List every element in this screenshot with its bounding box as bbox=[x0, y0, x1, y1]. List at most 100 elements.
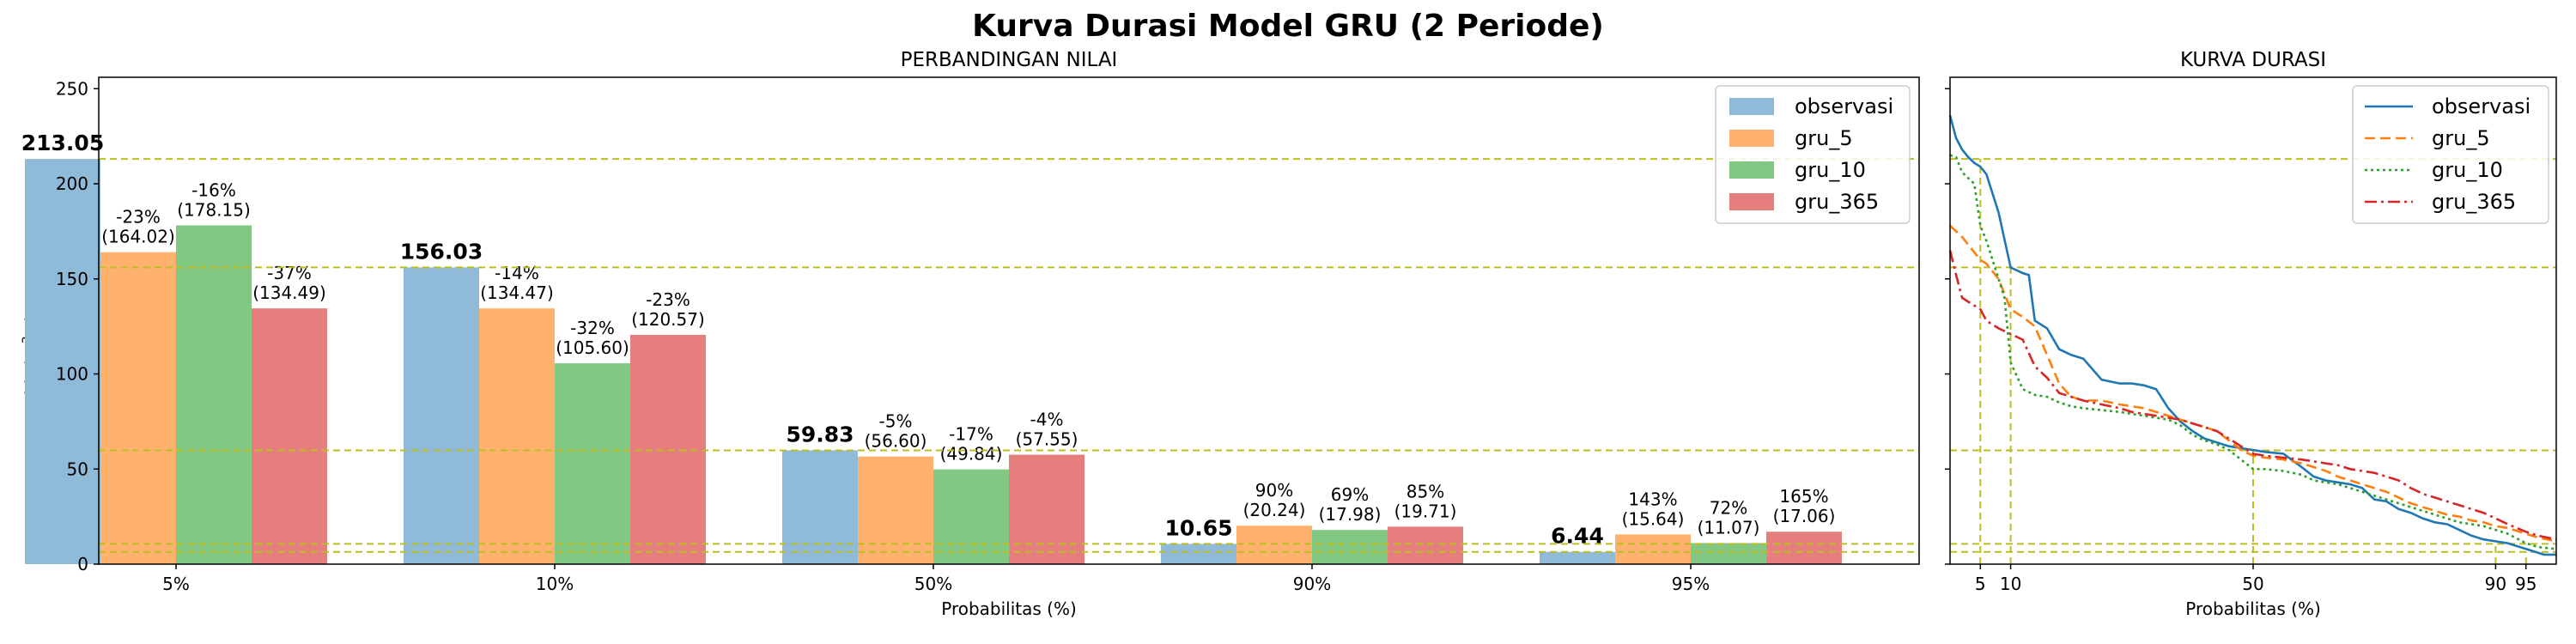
data-label-pct: -16% bbox=[191, 179, 236, 200]
data-label-observasi: 10.65 bbox=[1164, 515, 1232, 540]
data-label-value: (178.15) bbox=[177, 199, 251, 220]
y-tick-label: 100 bbox=[56, 364, 88, 385]
bar-observasi bbox=[1540, 551, 1615, 564]
bar-gru_5 bbox=[1236, 526, 1312, 564]
legend-label-gru_365: gru_365 bbox=[1795, 190, 1879, 214]
x-tick-label: 95% bbox=[1672, 574, 1710, 594]
figure-title: Kurva Durasi Model GRU (2 Periode) bbox=[972, 9, 1604, 44]
bar-chart-xlabel: Probabilitas (%) bbox=[941, 598, 1077, 619]
y-tick-label: 50 bbox=[67, 459, 88, 479]
data-label-pct: -5% bbox=[879, 411, 913, 432]
data-label-value: (17.06) bbox=[1773, 506, 1836, 526]
legend-label-gru_5: gru_5 bbox=[1795, 126, 1853, 150]
x-tick-label: 95 bbox=[2515, 574, 2537, 594]
duration-curve-axes: 5 10 50 90 95 bbox=[1945, 76, 2557, 594]
bar-observasi bbox=[25, 159, 100, 564]
bar-gru_5 bbox=[479, 308, 555, 564]
series-line-observasi bbox=[1948, 114, 2556, 556]
data-label-value: (120.57) bbox=[631, 309, 705, 330]
bar-observasi bbox=[404, 267, 479, 564]
data-label-value: (49.84) bbox=[940, 444, 1003, 465]
legend-label-gru_10: gru_10 bbox=[2432, 158, 2503, 182]
data-label-value: (11.07) bbox=[1698, 517, 1760, 538]
bar-gru_5 bbox=[100, 252, 176, 564]
x-tick-label: 5% bbox=[162, 574, 190, 594]
bar-data-labels: 213.05-23%(164.02)-16%(178.15)-37%(134.4… bbox=[21, 131, 1836, 549]
x-tick-label: 90 bbox=[2485, 574, 2506, 594]
data-label-pct: 90% bbox=[1255, 480, 1293, 501]
legend-swatch-gru_365 bbox=[1729, 193, 1774, 210]
bar-gru_365 bbox=[252, 308, 327, 564]
duration-curve-title: KURVA DURASI bbox=[2180, 49, 2326, 71]
data-label-observasi: 156.03 bbox=[400, 239, 483, 264]
data-label-pct: -14% bbox=[495, 263, 539, 283]
bar-gru_365 bbox=[1766, 532, 1842, 564]
x-tick-label: 90% bbox=[1293, 574, 1331, 594]
x-tick-label: 10% bbox=[536, 574, 574, 594]
duration-curve-xlabel: Probabilitas (%) bbox=[2185, 598, 2321, 619]
data-label-pct: -17% bbox=[949, 424, 993, 445]
data-label-pct: -37% bbox=[267, 263, 312, 283]
data-label-observasi: 213.05 bbox=[21, 131, 104, 155]
bar-observasi bbox=[782, 450, 858, 564]
y-tick-label: 150 bbox=[56, 269, 88, 289]
data-label-observasi: 59.83 bbox=[786, 422, 854, 447]
bar-group bbox=[25, 159, 1842, 564]
bar-chart-axes: 5% 10% 50% 90% 95% 0 50 100 150 200 250 bbox=[56, 76, 1920, 594]
bar-gru_365 bbox=[1388, 526, 1463, 564]
x-tick-label: 50% bbox=[914, 574, 952, 594]
data-label-pct: 165% bbox=[1779, 486, 1828, 507]
legend-swatch-gru_10 bbox=[1729, 161, 1774, 179]
bar-chart-panel: PERBANDINGAN NILAI Debit (m3/s) Probabil… bbox=[21, 49, 1920, 619]
legend-box bbox=[2352, 85, 2549, 224]
bar-gru_10 bbox=[1691, 543, 1766, 564]
bar-gru_5 bbox=[1615, 534, 1691, 564]
legend-box bbox=[1715, 85, 1911, 224]
data-label-pct: -23% bbox=[116, 207, 161, 228]
legend-label-gru_5: gru_5 bbox=[2432, 126, 2490, 150]
data-label-pct: -32% bbox=[570, 318, 615, 338]
data-label-value: (57.55) bbox=[1016, 429, 1078, 450]
duration-curve-legend: observasi gru_5 gru_10 gru_365 bbox=[2352, 85, 2549, 224]
bar-gru_5 bbox=[858, 456, 933, 564]
data-label-value: (17.98) bbox=[1319, 504, 1382, 525]
x-tick-label: 5 bbox=[1975, 574, 1986, 594]
series-line-gru_5 bbox=[1949, 224, 2557, 543]
y-tick-label: 0 bbox=[77, 554, 88, 574]
reference-lines bbox=[99, 158, 1919, 553]
bar-observasi bbox=[1161, 544, 1236, 564]
bar-gru_10 bbox=[555, 363, 630, 564]
data-label-pct: 72% bbox=[1710, 497, 1747, 518]
bar-gru_365 bbox=[630, 334, 706, 564]
series-line-gru_10 bbox=[1949, 154, 2557, 550]
x-tick-label: 50 bbox=[2242, 574, 2263, 594]
data-label-value: (20.24) bbox=[1243, 500, 1306, 520]
duration-curve-panel: KURVA DURASI Probabilitas (%) 5 10 50 90 95 … bbox=[1945, 49, 2557, 619]
data-label-value: (15.64) bbox=[1622, 508, 1685, 529]
y-tick-label: 250 bbox=[56, 78, 88, 99]
legend-swatch-observasi bbox=[1729, 98, 1774, 115]
data-label-value: (56.60) bbox=[865, 431, 927, 452]
x-tick-label: 10 bbox=[2000, 574, 2021, 594]
data-label-pct: 69% bbox=[1331, 484, 1369, 505]
data-label-value: (164.02) bbox=[101, 227, 175, 247]
plot-frame bbox=[1949, 76, 2557, 565]
data-label-value: (105.60) bbox=[556, 337, 629, 358]
bar-gru_10 bbox=[1312, 530, 1388, 564]
legend-swatch-gru_5 bbox=[1729, 130, 1774, 147]
plot-frame bbox=[98, 76, 1920, 565]
series-line-gru_365 bbox=[1948, 250, 2557, 541]
y-tick-label: 200 bbox=[56, 173, 88, 194]
bar-gru_10 bbox=[933, 469, 1009, 564]
data-label-pct: -4% bbox=[1030, 410, 1064, 430]
legend-label-observasi: observasi bbox=[2432, 94, 2530, 118]
data-label-value: (134.47) bbox=[480, 283, 554, 303]
data-label-value: (134.49) bbox=[252, 283, 326, 303]
legend-label-gru_10: gru_10 bbox=[1795, 158, 1866, 182]
legend-label-gru_365: gru_365 bbox=[2432, 190, 2516, 214]
series-lines bbox=[1948, 114, 2557, 556]
bar-gru_365 bbox=[1009, 454, 1084, 564]
data-label-value: (19.71) bbox=[1394, 501, 1457, 521]
data-label-pct: -23% bbox=[646, 289, 690, 310]
